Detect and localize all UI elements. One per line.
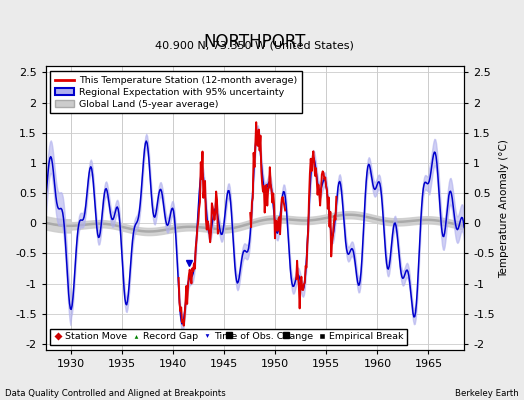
- Text: Data Quality Controlled and Aligned at Breakpoints: Data Quality Controlled and Aligned at B…: [5, 389, 226, 398]
- Text: 40.900 N, 73.350 W (United States): 40.900 N, 73.350 W (United States): [156, 41, 354, 51]
- Y-axis label: Temperature Anomaly (°C): Temperature Anomaly (°C): [499, 139, 509, 278]
- Text: Berkeley Earth: Berkeley Earth: [455, 389, 519, 398]
- Title: NORTHPORT: NORTHPORT: [204, 33, 306, 51]
- Legend: Station Move, Record Gap, Time of Obs. Change, Empirical Break: Station Move, Record Gap, Time of Obs. C…: [50, 329, 407, 345]
